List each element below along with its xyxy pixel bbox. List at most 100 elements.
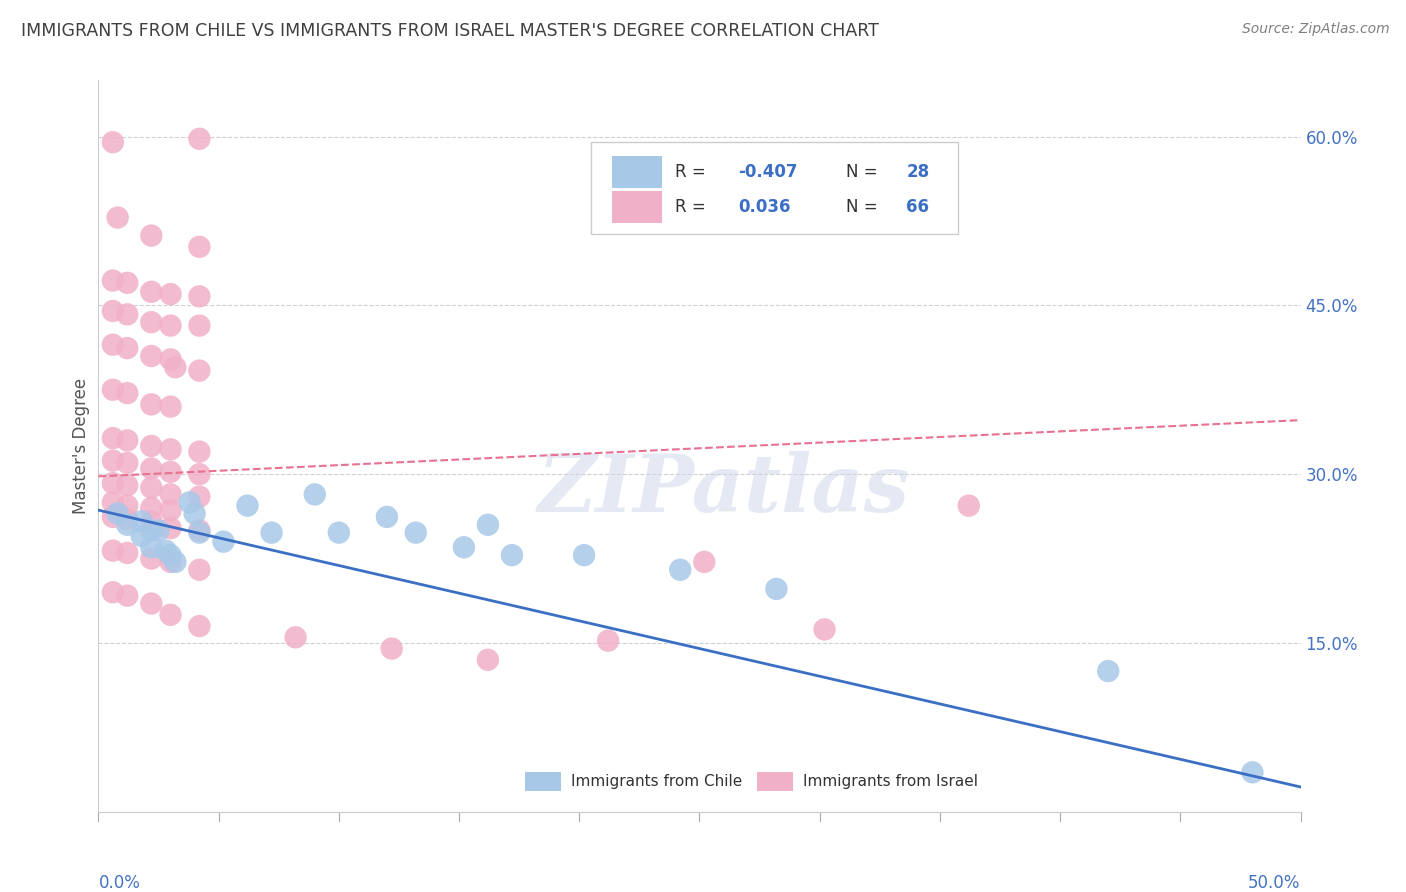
- Point: [501, 548, 523, 562]
- Text: N =: N =: [846, 198, 883, 216]
- Point: [212, 534, 235, 549]
- Text: R =: R =: [675, 162, 711, 181]
- Point: [141, 285, 163, 299]
- Point: [159, 352, 181, 367]
- Point: [188, 132, 211, 146]
- Point: [304, 487, 326, 501]
- Point: [131, 515, 153, 529]
- Point: [107, 507, 129, 521]
- Point: [101, 495, 124, 509]
- Point: [188, 467, 211, 482]
- Point: [101, 135, 124, 149]
- Point: [141, 515, 163, 529]
- FancyBboxPatch shape: [612, 191, 662, 223]
- Text: N =: N =: [846, 162, 883, 181]
- Point: [117, 589, 139, 603]
- Point: [117, 276, 139, 290]
- Point: [159, 548, 181, 562]
- Point: [188, 525, 211, 540]
- FancyBboxPatch shape: [612, 155, 662, 188]
- Point: [669, 563, 692, 577]
- Text: -0.407: -0.407: [738, 162, 797, 181]
- Point: [141, 439, 163, 453]
- Point: [188, 563, 211, 577]
- Point: [117, 546, 139, 560]
- Point: [141, 481, 163, 495]
- Point: [159, 400, 181, 414]
- Point: [101, 383, 124, 397]
- Text: IMMIGRANTS FROM CHILE VS IMMIGRANTS FROM ISRAEL MASTER'S DEGREE CORRELATION CHAR: IMMIGRANTS FROM CHILE VS IMMIGRANTS FROM…: [21, 22, 879, 40]
- FancyBboxPatch shape: [758, 772, 793, 791]
- Point: [101, 337, 124, 351]
- Point: [101, 453, 124, 467]
- FancyBboxPatch shape: [526, 772, 561, 791]
- Point: [141, 500, 163, 515]
- Point: [141, 315, 163, 329]
- Point: [381, 641, 404, 656]
- Y-axis label: Master's Degree: Master's Degree: [72, 378, 90, 514]
- Point: [693, 555, 716, 569]
- Point: [141, 541, 163, 555]
- Point: [117, 478, 139, 492]
- Point: [188, 619, 211, 633]
- Point: [957, 499, 980, 513]
- Point: [117, 512, 139, 526]
- Point: [188, 318, 211, 333]
- Point: [598, 633, 620, 648]
- Point: [260, 525, 283, 540]
- Point: [188, 240, 211, 254]
- Point: [159, 607, 181, 622]
- Point: [159, 442, 181, 457]
- Point: [188, 524, 211, 538]
- Point: [101, 431, 124, 445]
- Point: [813, 623, 835, 637]
- Point: [328, 525, 350, 540]
- Point: [101, 509, 124, 524]
- Point: [155, 543, 177, 558]
- Point: [117, 456, 139, 470]
- Point: [188, 289, 211, 303]
- Text: ZIPatlas: ZIPatlas: [537, 451, 910, 529]
- Point: [101, 274, 124, 288]
- Point: [141, 397, 163, 411]
- Point: [101, 476, 124, 491]
- Point: [117, 517, 139, 532]
- Point: [159, 521, 181, 535]
- Point: [183, 507, 205, 521]
- Point: [375, 509, 398, 524]
- Point: [148, 524, 170, 538]
- Text: Immigrants from Israel: Immigrants from Israel: [803, 774, 977, 789]
- Point: [101, 585, 124, 599]
- Point: [159, 555, 181, 569]
- Text: Immigrants from Chile: Immigrants from Chile: [571, 774, 742, 789]
- Point: [284, 630, 307, 644]
- Point: [765, 582, 787, 596]
- Point: [117, 499, 139, 513]
- Point: [117, 307, 139, 321]
- Point: [477, 653, 499, 667]
- Text: R =: R =: [675, 198, 711, 216]
- Point: [159, 487, 181, 501]
- Point: [179, 495, 201, 509]
- Point: [159, 465, 181, 479]
- Point: [131, 529, 153, 543]
- Point: [188, 490, 211, 504]
- Point: [453, 541, 475, 555]
- Point: [165, 555, 187, 569]
- Point: [159, 318, 181, 333]
- Point: [159, 287, 181, 301]
- Point: [188, 444, 211, 458]
- Text: 28: 28: [907, 162, 929, 181]
- Point: [117, 386, 139, 401]
- Point: [141, 228, 163, 243]
- Point: [188, 363, 211, 377]
- Point: [572, 548, 595, 562]
- FancyBboxPatch shape: [592, 143, 957, 234]
- Text: 50.0%: 50.0%: [1249, 873, 1301, 892]
- Point: [117, 434, 139, 448]
- Point: [107, 211, 129, 225]
- Point: [1241, 765, 1264, 780]
- Point: [159, 503, 181, 517]
- Point: [117, 341, 139, 355]
- Point: [141, 349, 163, 363]
